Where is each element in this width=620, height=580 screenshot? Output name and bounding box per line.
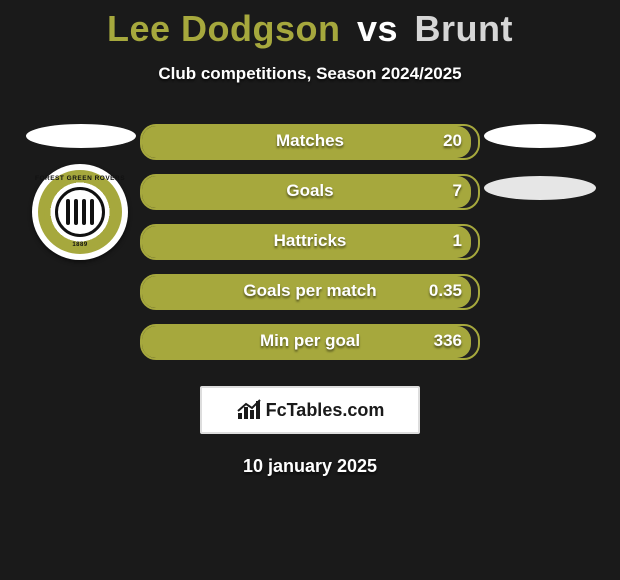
stat-bar-value: 7 [453, 181, 462, 201]
content-row: FOREST GREEN ROVERS 1889 Matches 20 Goals 7… [0, 124, 620, 360]
stat-bar-value: 20 [443, 131, 462, 151]
stat-bars: Matches 20 Goals 7 Hattricks 1 Goals per match… [140, 124, 480, 360]
player2-oval-bottom-icon [484, 176, 596, 200]
footer-brand-box: FcTables.com [200, 386, 420, 434]
stat-bar-label: Goals per match [243, 281, 376, 301]
crest-top-text: FOREST GREEN ROVERS [35, 175, 125, 182]
right-column [480, 124, 600, 360]
title-vs: vs [357, 8, 398, 49]
footer-brand-text: FcTables.com [266, 400, 385, 421]
crest-bottom-text: 1889 [72, 242, 87, 248]
stat-bar-value: 0.35 [429, 281, 462, 301]
club-crest-icon: FOREST GREEN ROVERS 1889 [32, 164, 128, 260]
title-player2: Brunt [415, 8, 513, 49]
stat-bar: Matches 20 [140, 124, 480, 160]
stat-bar-value: 1 [453, 231, 462, 251]
player1-oval-icon [26, 124, 136, 148]
stat-bar: Min per goal 336 [140, 324, 480, 360]
crest-ring: FOREST GREEN ROVERS 1889 [38, 170, 122, 254]
stat-bar-label: Goals [286, 181, 333, 201]
page-title: Lee Dodgson vs Brunt [0, 0, 620, 50]
footer-date: 10 january 2025 [0, 456, 620, 477]
left-column: FOREST GREEN ROVERS 1889 [20, 124, 140, 360]
stat-bar: Hattricks 1 [140, 224, 480, 260]
stat-bar-value: 336 [434, 331, 462, 351]
player2-oval-top-icon [484, 124, 596, 148]
comparison-infographic: Lee Dodgson vs Brunt Club competitions, … [0, 0, 620, 580]
stat-bar: Goals per match 0.35 [140, 274, 480, 310]
stat-bar-label: Matches [276, 131, 344, 151]
crest-inner [55, 187, 105, 237]
stat-bar-label: Hattricks [274, 231, 347, 251]
stat-bar-label: Min per goal [260, 331, 360, 351]
bars-chart-icon [236, 399, 262, 421]
stat-bar: Goals 7 [140, 174, 480, 210]
crest-stripes-icon [66, 199, 94, 225]
title-player1: Lee Dodgson [107, 8, 341, 49]
subtitle: Club competitions, Season 2024/2025 [0, 64, 620, 84]
